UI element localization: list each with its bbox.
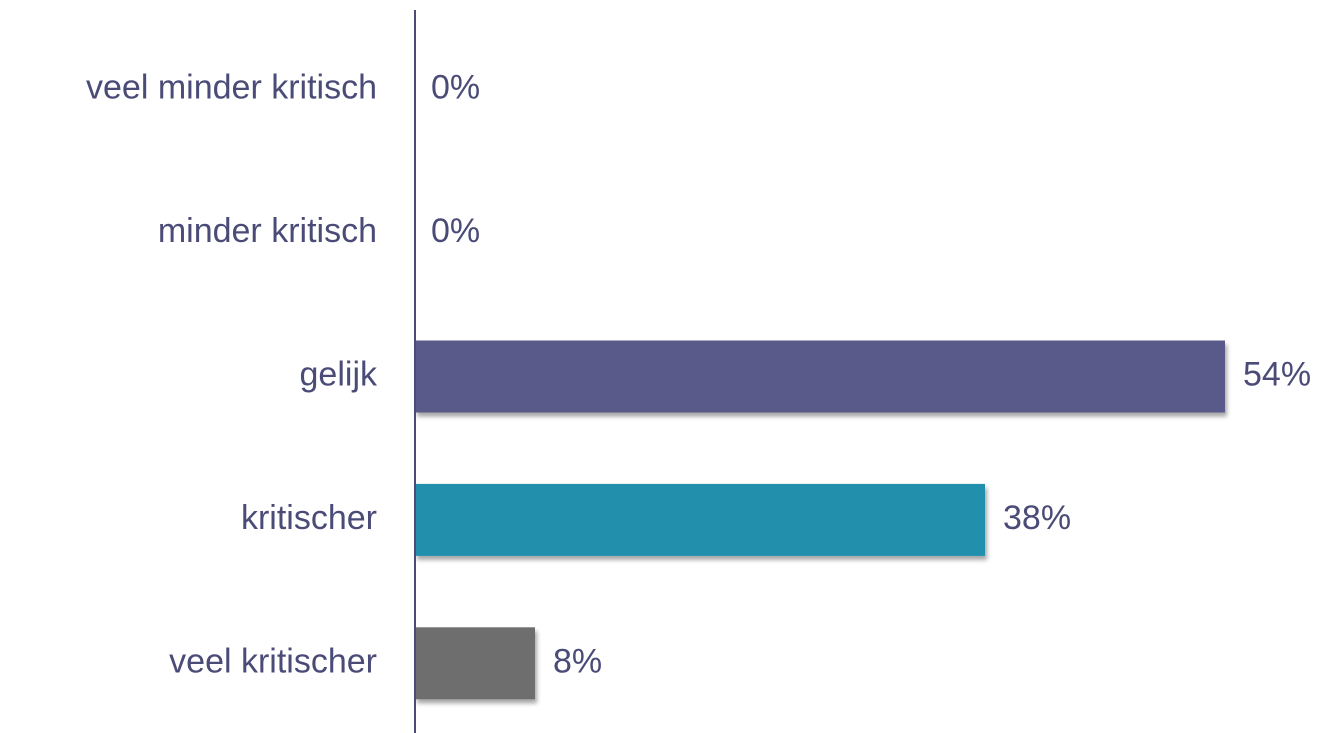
category-label: veel minder kritisch <box>86 69 377 107</box>
category-label: minder kritisch <box>158 212 377 250</box>
bars: veel minder kritisch 0% minder kritisch 0% g… <box>86 69 1311 700</box>
bar <box>415 483 985 556</box>
value-label: 38% <box>1003 499 1071 537</box>
value-label: 54% <box>1243 355 1311 393</box>
category-label: gelijk <box>300 355 378 393</box>
value-label: 0% <box>431 69 480 107</box>
value-label: 8% <box>553 642 602 680</box>
category-label: kritischer <box>241 499 377 537</box>
value-label: 0% <box>431 212 480 250</box>
bar <box>415 627 535 700</box>
bar <box>415 340 1225 413</box>
category-label: veel kritischer <box>169 642 377 680</box>
